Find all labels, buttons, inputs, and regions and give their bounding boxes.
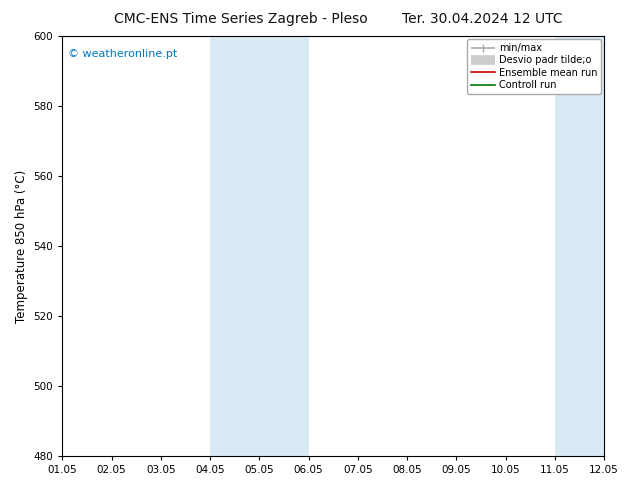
Y-axis label: Temperature 850 hPa (°C): Temperature 850 hPa (°C) <box>15 170 28 323</box>
Text: CMC-ENS Time Series Zagreb - Pleso: CMC-ENS Time Series Zagreb - Pleso <box>114 12 368 26</box>
Legend: min/max, Desvio padr tilde;o, Ensemble mean run, Controll run: min/max, Desvio padr tilde;o, Ensemble m… <box>467 39 601 94</box>
Text: Ter. 30.04.2024 12 UTC: Ter. 30.04.2024 12 UTC <box>401 12 562 26</box>
Bar <box>210 36 309 456</box>
Text: © weatheronline.pt: © weatheronline.pt <box>68 49 177 59</box>
Bar <box>555 36 604 456</box>
